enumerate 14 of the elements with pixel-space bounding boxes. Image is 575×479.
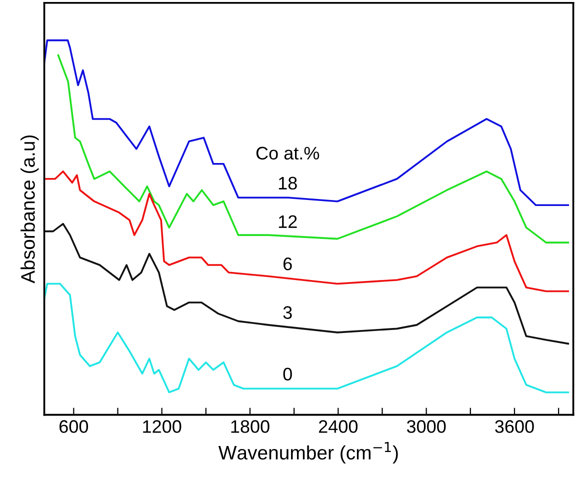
x-tick-label: 1200 [143,420,182,433]
x-tick-label: 1800 [231,420,270,433]
legend-title: Co at.% [256,146,320,160]
series-label: 6 [284,257,292,270]
x-axis-title: Wavenumber (cm$^{−1}$) [218,442,398,464]
x-tick-label: 3600 [495,420,534,433]
y-axis-title: Absorbance (a.u) [20,135,39,284]
series-label: 18 [278,176,297,190]
x-tick-label: 600 [60,420,88,433]
x-tick-label: 3000 [406,420,446,433]
series-label: 0 [283,368,292,381]
x-tick-label: 2400 [318,420,358,433]
series-label: 12 [278,215,297,228]
series-label: 3 [283,306,292,319]
